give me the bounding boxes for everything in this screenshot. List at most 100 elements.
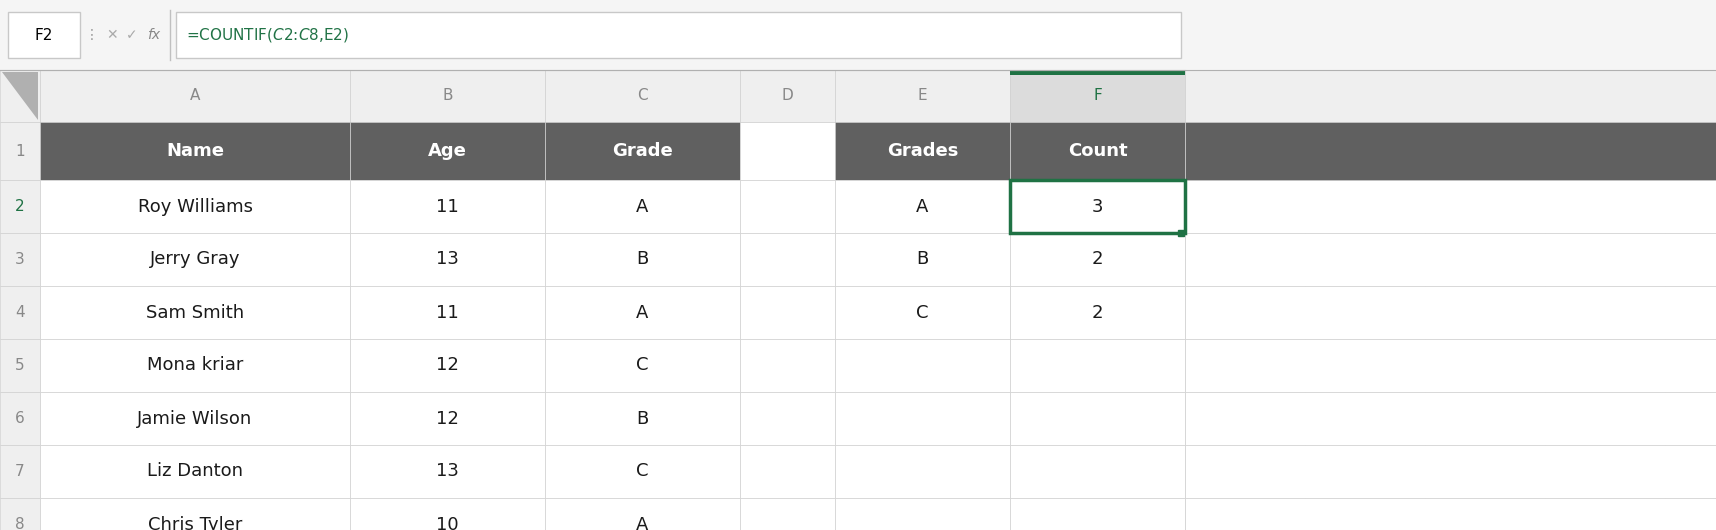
Bar — [1186, 392, 1716, 445]
Text: Jerry Gray: Jerry Gray — [149, 251, 240, 269]
Text: 2: 2 — [15, 199, 24, 214]
Bar — [0, 0, 1716, 70]
Text: 3: 3 — [1091, 198, 1103, 216]
Text: A: A — [916, 198, 928, 216]
Bar — [39, 498, 350, 530]
Bar — [546, 122, 740, 180]
Bar — [350, 339, 546, 392]
Text: 5: 5 — [15, 358, 24, 373]
Bar — [836, 498, 1011, 530]
Text: Chris Tyler: Chris Tyler — [148, 516, 242, 530]
Text: Roy Williams: Roy Williams — [137, 198, 252, 216]
Text: 12: 12 — [436, 410, 458, 428]
Text: Age: Age — [427, 142, 467, 160]
Text: Sam Smith: Sam Smith — [146, 304, 244, 322]
Text: F: F — [1093, 89, 1102, 103]
Bar — [350, 392, 546, 445]
Bar — [1011, 180, 1186, 233]
Text: A: A — [637, 516, 649, 530]
Bar — [350, 180, 546, 233]
Bar — [546, 70, 740, 122]
Text: 7: 7 — [15, 464, 24, 479]
Text: ✓: ✓ — [127, 28, 137, 42]
Text: 3: 3 — [15, 252, 24, 267]
Bar — [1011, 498, 1186, 530]
Bar — [350, 70, 546, 122]
Bar — [740, 339, 836, 392]
Text: Grades: Grades — [887, 142, 958, 160]
Bar — [1011, 180, 1186, 233]
Bar — [1186, 122, 1716, 180]
Bar — [350, 122, 546, 180]
Bar — [0, 339, 39, 392]
Bar — [39, 70, 350, 122]
Text: Count: Count — [1067, 142, 1127, 160]
Text: 11: 11 — [436, 304, 458, 322]
Bar — [546, 286, 740, 339]
Bar — [1011, 70, 1186, 122]
Bar — [350, 498, 546, 530]
Bar — [740, 392, 836, 445]
Text: B: B — [637, 251, 649, 269]
Text: C: C — [637, 357, 649, 375]
Bar — [0, 180, 39, 233]
Text: 4: 4 — [15, 305, 24, 320]
Bar — [740, 498, 836, 530]
Text: 8: 8 — [15, 517, 24, 530]
Text: Mona kriar: Mona kriar — [148, 357, 244, 375]
Bar — [39, 392, 350, 445]
Bar — [1186, 233, 1716, 286]
Text: F2: F2 — [34, 28, 53, 42]
Text: C: C — [916, 304, 928, 322]
Text: =COUNTIF($C$2:$C$8,E2): =COUNTIF($C$2:$C$8,E2) — [185, 26, 348, 44]
Polygon shape — [2, 72, 38, 120]
Bar — [546, 233, 740, 286]
Bar — [740, 286, 836, 339]
Bar — [740, 445, 836, 498]
Bar — [39, 180, 350, 233]
Bar — [836, 392, 1011, 445]
Bar — [0, 122, 39, 180]
Text: C: C — [637, 463, 649, 481]
Bar — [1186, 70, 1716, 122]
Text: A: A — [637, 304, 649, 322]
Bar — [9, 12, 81, 58]
Bar — [0, 70, 1186, 530]
Bar — [1011, 286, 1186, 339]
Text: 2: 2 — [1091, 251, 1103, 269]
Bar — [350, 233, 546, 286]
Bar — [1186, 286, 1716, 339]
Bar — [546, 498, 740, 530]
Text: B: B — [916, 251, 928, 269]
Text: D: D — [781, 89, 793, 103]
Bar — [740, 122, 836, 180]
Bar — [1186, 445, 1716, 498]
Bar — [0, 392, 39, 445]
Bar — [1186, 180, 1716, 233]
Text: 6: 6 — [15, 411, 24, 426]
Bar — [740, 70, 836, 122]
Bar — [1011, 233, 1186, 286]
Bar — [1011, 445, 1186, 498]
Bar — [350, 445, 546, 498]
Bar — [740, 180, 836, 233]
Text: 2: 2 — [1091, 304, 1103, 322]
Bar — [0, 498, 39, 530]
Bar — [740, 233, 836, 286]
Bar — [836, 70, 1011, 122]
Bar — [836, 339, 1011, 392]
Text: 1: 1 — [15, 144, 24, 158]
Text: Grade: Grade — [613, 142, 673, 160]
Text: A: A — [637, 198, 649, 216]
Text: ✕: ✕ — [106, 28, 118, 42]
Bar — [546, 392, 740, 445]
Bar — [836, 122, 1011, 180]
Text: A: A — [190, 89, 201, 103]
Text: B: B — [443, 89, 453, 103]
Bar — [0, 70, 39, 122]
Bar — [39, 339, 350, 392]
Bar — [0, 286, 39, 339]
Bar — [39, 445, 350, 498]
Bar — [177, 12, 1181, 58]
Bar — [836, 445, 1011, 498]
